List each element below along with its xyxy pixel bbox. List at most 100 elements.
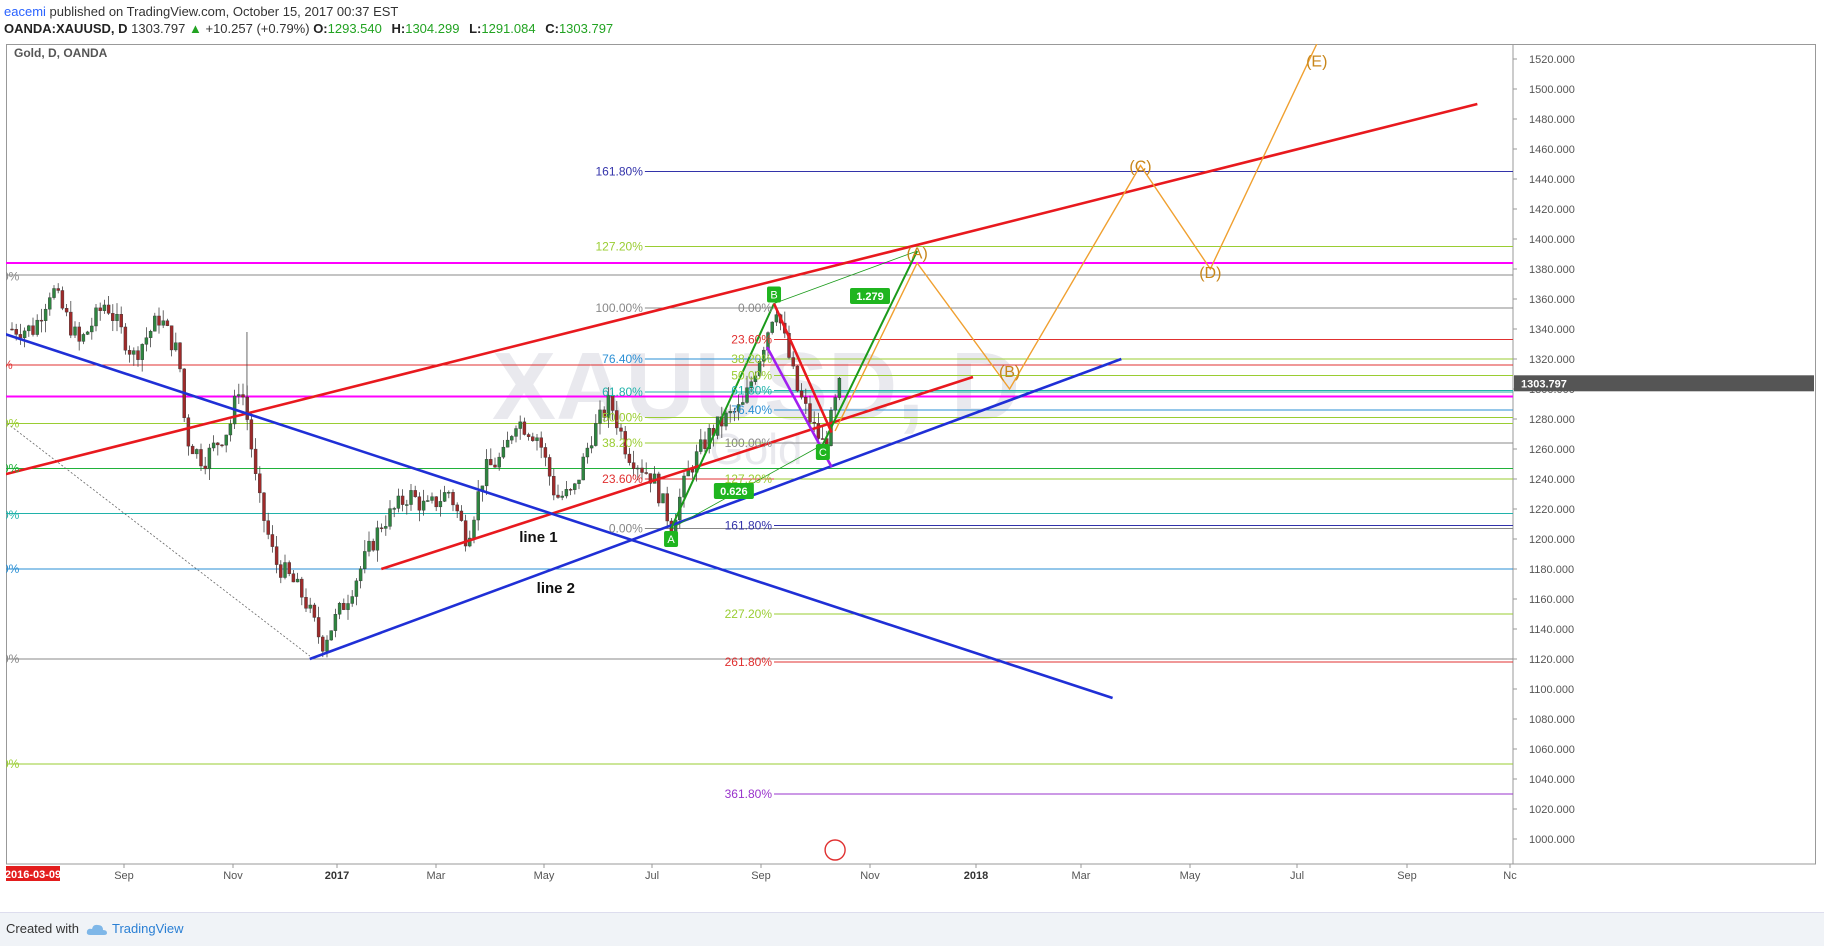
abc-point-badge xyxy=(815,444,830,460)
time-axis-label: Sep xyxy=(751,870,771,882)
fib-extension-label: 0.00% xyxy=(738,301,772,315)
footer-bar: Created with TradingView xyxy=(0,912,1824,946)
candle-down xyxy=(522,421,527,435)
price-axis-label: 1260.000 xyxy=(1529,444,1575,456)
abc-point-badge xyxy=(664,531,679,547)
candle-down xyxy=(657,473,661,504)
candle-down xyxy=(253,448,258,474)
fib-extension-label: 261.80% xyxy=(725,655,773,669)
candle-down xyxy=(665,493,669,522)
last-price-label: 1303.797 xyxy=(1521,378,1567,390)
candle-down xyxy=(123,326,128,351)
candle-up xyxy=(132,350,136,355)
candle-down xyxy=(190,445,195,455)
candle-up xyxy=(211,442,216,449)
ohlc-high-value: 1304.299 xyxy=(405,21,460,36)
candle-down xyxy=(610,395,615,411)
candle-down xyxy=(631,462,636,469)
price-axis-label: 1400.000 xyxy=(1529,234,1575,246)
candle-down xyxy=(216,442,220,446)
left-edge-fib-label: 0% xyxy=(6,757,20,771)
candle-up xyxy=(350,596,354,604)
candle-down xyxy=(787,333,791,358)
candle-up xyxy=(94,307,98,327)
candle-down xyxy=(539,437,543,448)
candle-down xyxy=(14,329,18,335)
fib-extension-label: 100.00% xyxy=(725,436,773,450)
candle-down xyxy=(157,315,161,326)
candle-up xyxy=(161,320,165,326)
candle-up xyxy=(581,456,585,481)
candle-up xyxy=(283,562,287,578)
candle-up xyxy=(237,394,241,397)
candle-up xyxy=(837,377,842,398)
candle-down xyxy=(434,496,438,508)
candle-down xyxy=(258,473,262,494)
tradingview-cloud-icon[interactable] xyxy=(86,923,108,937)
candle-up xyxy=(505,439,510,448)
abc-leg-cd xyxy=(821,250,919,445)
candle-up xyxy=(375,527,380,551)
candle-up xyxy=(329,630,333,641)
candle-down xyxy=(615,410,619,429)
time-axis-label: Nov xyxy=(860,870,880,882)
price-axis-label: 1000.000 xyxy=(1529,834,1575,846)
fib-retracement-label: 38.20% xyxy=(602,436,643,450)
projection-wave-label: (A) xyxy=(906,246,927,263)
candle-down xyxy=(60,290,65,309)
ohlc-close-value: 1303.797 xyxy=(558,21,614,36)
author-link[interactable]: eacemi xyxy=(4,4,46,19)
candle-up xyxy=(728,411,732,414)
candle-down xyxy=(602,409,606,418)
candle-down xyxy=(56,288,60,291)
left-edge-fib-label: 0% xyxy=(6,508,20,522)
time-axis-label: 2017 xyxy=(325,870,349,882)
chart-frame[interactable]: XAUUSD, D Gold A B C 0.626 1.279 (A) (B) (C) (D)… xyxy=(0,43,1816,920)
candle-up xyxy=(73,326,77,336)
left-edge-fib-label: 0% xyxy=(6,652,20,666)
candle-up xyxy=(577,479,581,484)
projection-wave-label: (C) xyxy=(1129,159,1151,176)
ohlc-low-key: L: xyxy=(469,21,482,36)
candle-up xyxy=(594,423,598,446)
candle-up xyxy=(442,492,447,502)
price-axis-label: 1040.000 xyxy=(1529,774,1575,786)
candle-up xyxy=(27,325,31,332)
candle-down xyxy=(795,365,800,392)
ratio-badge xyxy=(850,288,890,304)
price-axis-label: 1200.000 xyxy=(1529,534,1575,546)
projection-wave-line xyxy=(834,43,1318,432)
fib-retracement-label: 76.40% xyxy=(602,352,643,366)
candle-up xyxy=(224,434,228,446)
projection-wave-label: (E) xyxy=(1306,54,1327,71)
candle-up xyxy=(295,578,300,583)
price-axis-label: 1120.000 xyxy=(1529,654,1574,666)
candle-up xyxy=(228,423,233,436)
candle-down xyxy=(812,421,816,424)
candle-down xyxy=(451,492,455,506)
candle-down xyxy=(111,313,115,321)
candle-down xyxy=(342,602,346,610)
candle-down xyxy=(568,489,573,491)
time-axis-label: Jul xyxy=(1290,870,1304,882)
publish-info: published on TradingView.com, October 15… xyxy=(49,4,399,19)
candle-down xyxy=(556,494,560,498)
fib-retracement-label: 0.00% xyxy=(609,522,643,536)
candle-up xyxy=(636,467,640,470)
candle-down xyxy=(186,417,191,447)
ratio-badge-label: 0.626 xyxy=(720,486,748,498)
price-axis-label: 1080.000 xyxy=(1529,714,1575,726)
candle-up xyxy=(501,446,506,458)
candle-up xyxy=(589,445,594,449)
trendline-line-2 xyxy=(309,357,1122,661)
fib-extension-label: 161.80% xyxy=(725,519,773,533)
candle-up xyxy=(510,436,514,441)
candle-up xyxy=(384,526,388,529)
time-axis-label: Mar xyxy=(1072,870,1091,882)
price-axis-label: 1160.000 xyxy=(1529,594,1574,606)
time-axis-label: 2018 xyxy=(964,870,988,882)
tradingview-link[interactable]: TradingView xyxy=(112,921,184,936)
candle-down xyxy=(413,490,417,497)
fib-extension-label: 227.20% xyxy=(725,607,773,621)
